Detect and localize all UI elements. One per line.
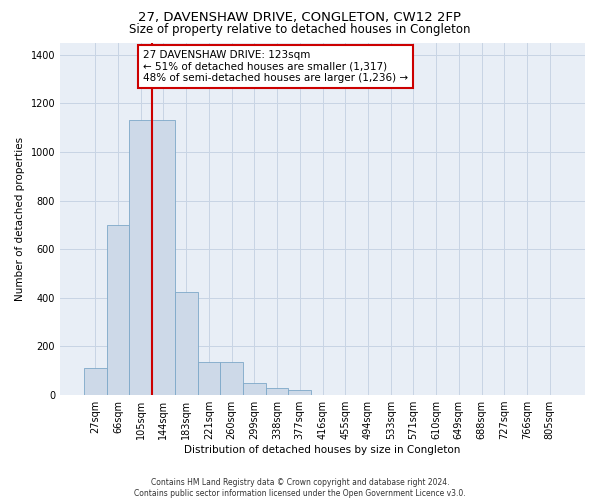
X-axis label: Distribution of detached houses by size in Congleton: Distribution of detached houses by size …: [184, 445, 461, 455]
Bar: [84, 368, 107, 395]
Bar: [220, 362, 243, 395]
Text: Contains HM Land Registry data © Crown copyright and database right 2024.
Contai: Contains HM Land Registry data © Crown c…: [134, 478, 466, 498]
Y-axis label: Number of detached properties: Number of detached properties: [15, 136, 25, 301]
Bar: [107, 225, 130, 395]
Bar: [130, 120, 152, 395]
Bar: [152, 120, 175, 395]
Text: 27, DAVENSHAW DRIVE, CONGLETON, CW12 2FP: 27, DAVENSHAW DRIVE, CONGLETON, CW12 2FP: [139, 11, 461, 24]
Bar: [197, 362, 220, 395]
Bar: [266, 388, 289, 395]
Bar: [243, 383, 266, 395]
Text: 27 DAVENSHAW DRIVE: 123sqm
← 51% of detached houses are smaller (1,317)
48% of s: 27 DAVENSHAW DRIVE: 123sqm ← 51% of deta…: [143, 50, 408, 83]
Text: Size of property relative to detached houses in Congleton: Size of property relative to detached ho…: [129, 22, 471, 36]
Bar: [289, 390, 311, 395]
Bar: [175, 292, 197, 395]
